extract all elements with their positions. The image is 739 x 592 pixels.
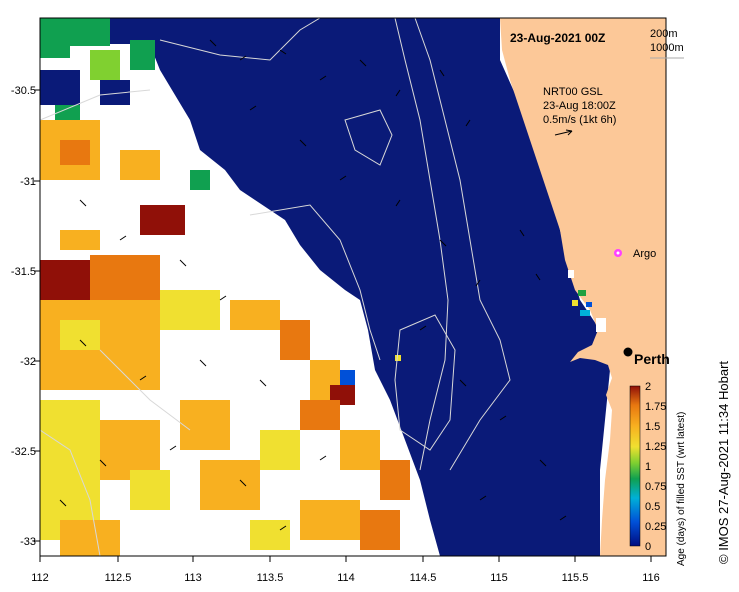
argo-label: Argo xyxy=(633,248,656,260)
colorbar-label: Age (days) of filled SST (wrt latest) xyxy=(676,411,687,566)
x-tick-label: 115.5 xyxy=(562,572,589,584)
colorbar-tick: 0.25 xyxy=(645,521,666,533)
colorbar-tick: 0.75 xyxy=(645,481,666,493)
date-title: 23-Aug-2021 00Z xyxy=(510,31,605,45)
perth-marker-icon xyxy=(623,347,633,357)
contour-label-1000m: 1000m xyxy=(650,42,684,54)
y-tick-label: -33 xyxy=(20,536,36,548)
colorbar-tick: 1.25 xyxy=(645,441,666,453)
current-source-label: NRT00 GSL xyxy=(543,86,603,98)
colorbar-tick: 1.75 xyxy=(645,401,666,413)
x-tick-label: 112.5 xyxy=(105,572,132,584)
credit-text: © IMOS 27-Aug-2021 11:34 Hobart xyxy=(716,360,731,564)
current-time-label: 23-Aug 18:00Z xyxy=(543,100,616,112)
colorbar-tick: 2 xyxy=(645,381,651,393)
current-scale-arrow-head xyxy=(565,129,573,136)
x-tick-label: 115 xyxy=(490,572,508,584)
x-tick-label: 112 xyxy=(31,572,49,584)
y-tick-label: -31 xyxy=(20,176,36,188)
sst-data-patches xyxy=(40,18,430,556)
colorbar-tick: 1.5 xyxy=(645,421,660,433)
x-tick-label: 113 xyxy=(184,572,202,584)
current-vectors xyxy=(59,39,567,531)
x-tick-label: 116 xyxy=(642,572,660,584)
x-tick-label: 114 xyxy=(337,572,355,584)
perth-label: Perth xyxy=(634,351,670,367)
colorbar-tick: 0 xyxy=(645,541,651,553)
plot-frame xyxy=(39,17,667,557)
x-tick-label: 114.5 xyxy=(410,572,437,584)
y-tick-label: -31.5 xyxy=(11,266,36,278)
ocean-region xyxy=(150,18,610,556)
x-tick-label: 113.5 xyxy=(257,572,284,584)
colorbar xyxy=(629,385,641,547)
contour-label-200m: 200m xyxy=(650,28,678,40)
y-tick-label: -30.5 xyxy=(11,85,36,97)
colorbar-tick: 0.5 xyxy=(645,501,660,513)
colorbar-tick: 1 xyxy=(645,461,651,473)
current-scale-arrow xyxy=(554,130,573,136)
y-tick-label: -32.5 xyxy=(11,446,36,458)
current-scale-label: 0.5m/s (1kt 6h) xyxy=(543,114,616,126)
y-tick-label: -32 xyxy=(20,356,36,368)
land-mass xyxy=(500,18,666,556)
